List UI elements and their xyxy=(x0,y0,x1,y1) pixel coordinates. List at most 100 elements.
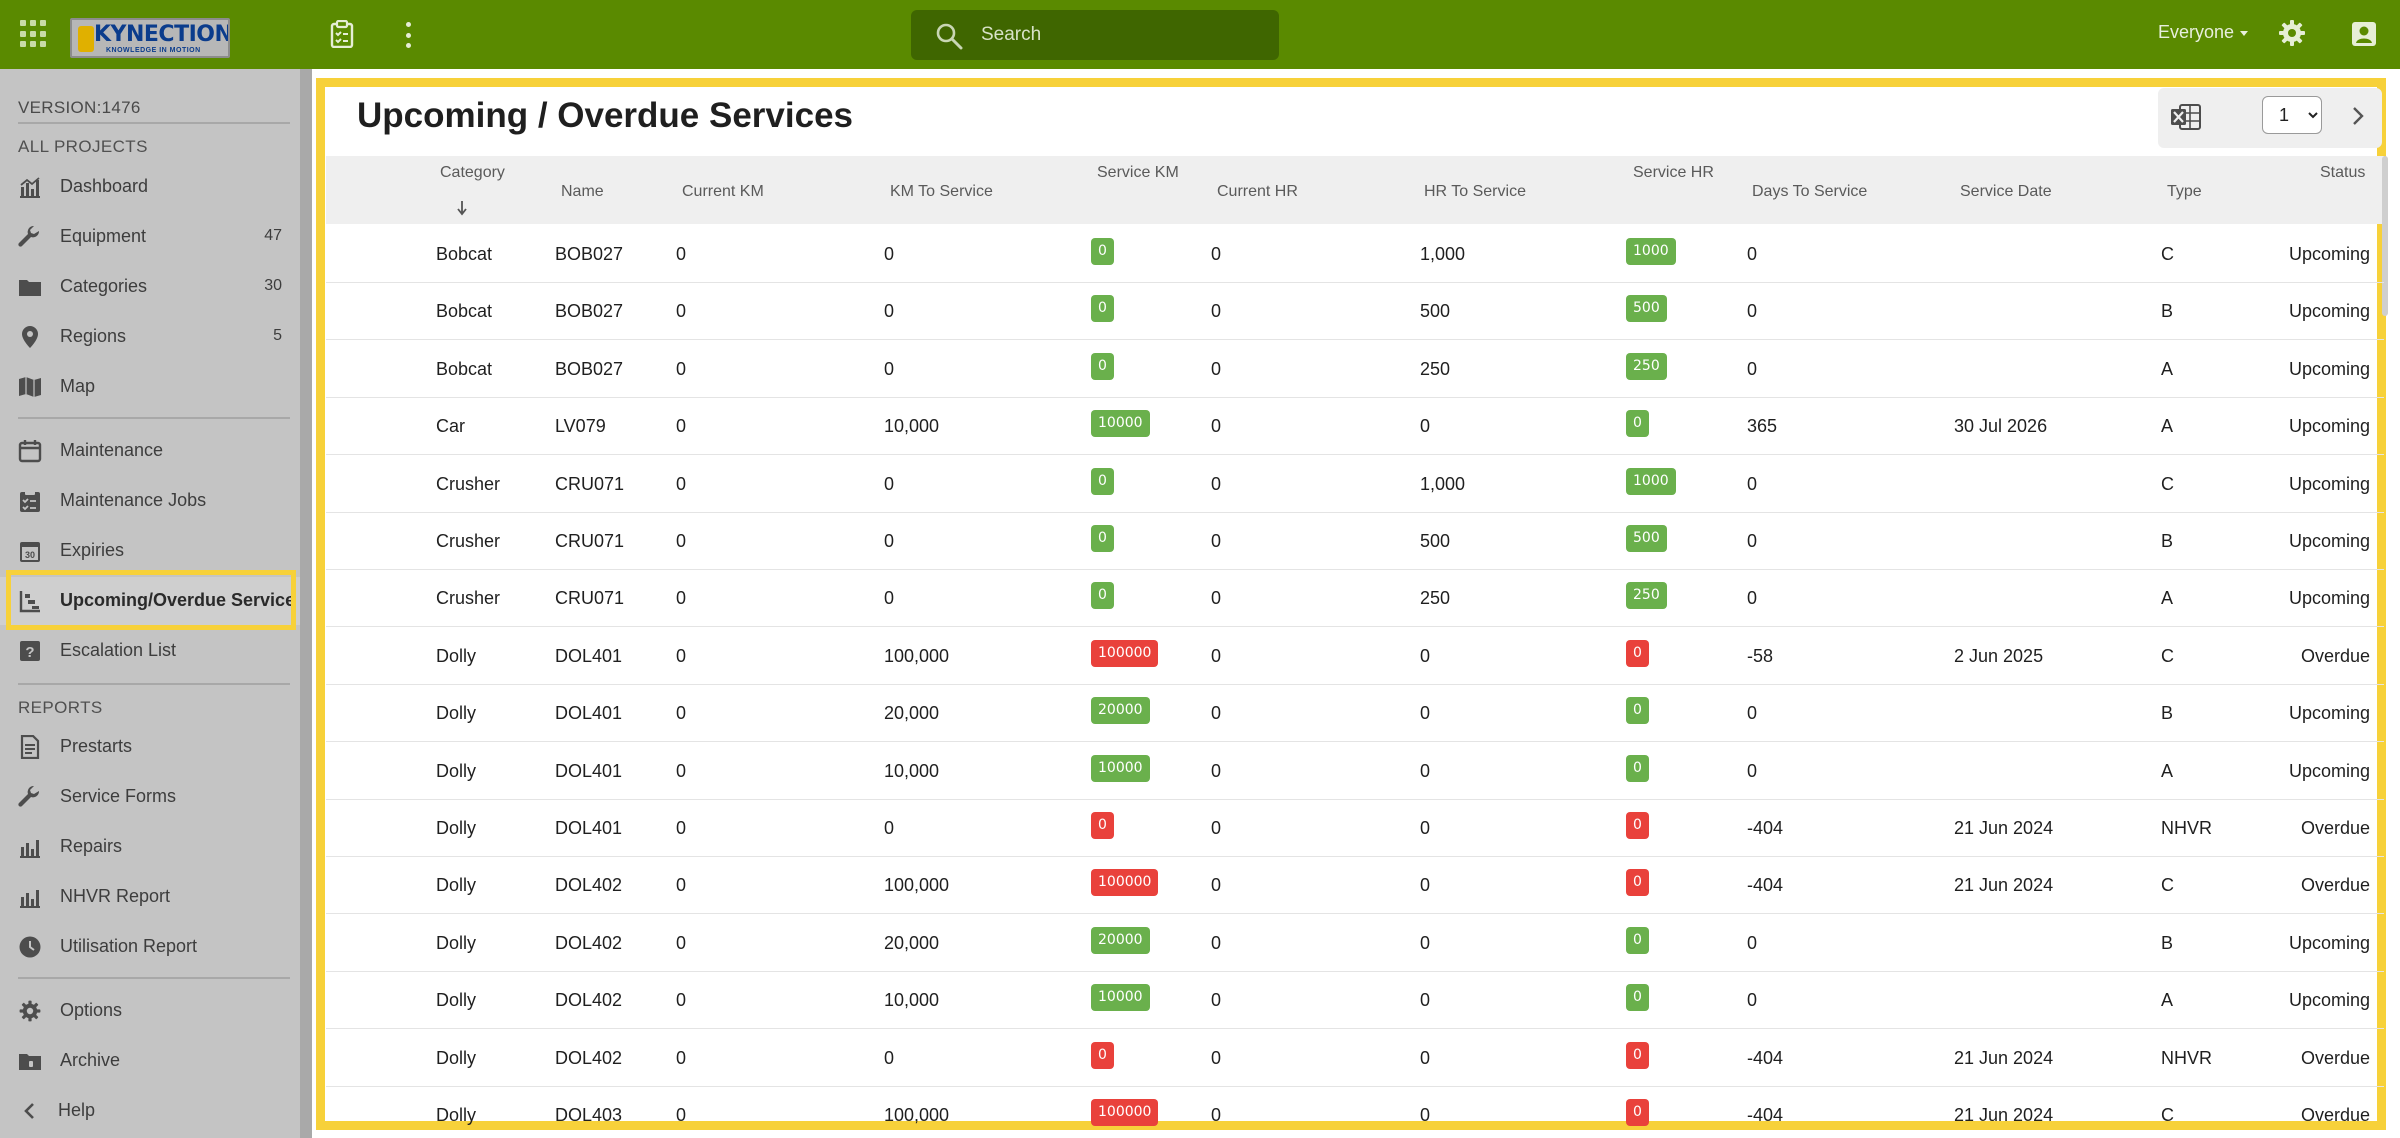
cell-days-to-service: -404 xyxy=(1747,818,1784,838)
bar-chart-icon xyxy=(20,840,40,858)
table-row[interactable]: Bobcat BOB027 0 0 0 1,000 0 C 0 1000 Upcoming xyxy=(326,226,2384,283)
cell-status: Upcoming xyxy=(2288,990,2370,1011)
column-header-type[interactable]: Type xyxy=(2167,183,2202,200)
sidebar-item-repairs[interactable]: Repairs xyxy=(0,823,300,871)
column-header-service-date[interactable]: Service Date xyxy=(1960,183,2052,200)
table-row[interactable]: Dolly DOL402 0 20,000 0 0 0 B 20000 0 Upcoming xyxy=(326,915,2384,972)
cell-hr-to-service: 0 xyxy=(1420,760,1431,781)
cell-category: Crusher xyxy=(436,531,501,551)
table-row[interactable]: Crusher CRU071 0 0 0 500 0 B 0 500 Upcoming xyxy=(326,513,2384,570)
next-page-chevron-icon[interactable] xyxy=(2348,104,2368,128)
table-row[interactable]: Dolly DOL402 0 100,000 0 0 -404 21 Jun 2024 C 100… xyxy=(326,857,2384,915)
cell-days-to-service: 0 xyxy=(1747,358,1758,379)
sidebar-item-maintenance-jobs[interactable]: Maintenance Jobs xyxy=(0,477,300,525)
sidebar-item-options[interactable]: Options xyxy=(0,987,300,1035)
column-header-service-km[interactable]: Service KM xyxy=(1097,164,1179,181)
clipboard-check-icon xyxy=(20,490,40,512)
sidebar-item-prestarts[interactable]: Prestarts xyxy=(0,723,300,771)
timeline-icon xyxy=(19,591,40,613)
column-header-status[interactable]: Status xyxy=(2320,164,2366,181)
table-row[interactable]: Crusher CRU071 0 0 0 1,000 0 C 0 1000 Upcoming xyxy=(326,456,2384,513)
page-select[interactable]: 1 xyxy=(2262,96,2322,134)
column-header-days-to-service[interactable]: Days To Service xyxy=(1752,183,1868,200)
clock-icon xyxy=(19,936,41,958)
service-km-badge: 0 xyxy=(1091,467,1114,495)
service-hr-badge: 0 xyxy=(1626,639,1649,667)
cell-category: Dolly xyxy=(436,990,477,1011)
sidebar-item-categories[interactable]: Categories 30 xyxy=(0,263,300,311)
table-row[interactable]: Bobcat BOB027 0 0 0 250 0 A 0 250 Upcoming xyxy=(326,341,2384,398)
sidebar-item-nhvr-report[interactable]: NHVR Report xyxy=(0,873,300,921)
column-header-service-hr[interactable]: Service HR xyxy=(1633,164,1714,181)
cell-hr-to-service: 500 xyxy=(1420,301,1451,322)
clipboard-icon[interactable] xyxy=(330,20,354,48)
sidebar-item-expiries[interactable]: 30 Expiries xyxy=(0,527,300,575)
sidebar-scrollbar[interactable] xyxy=(300,69,312,1138)
cell-current-hr: 0 xyxy=(1211,416,1222,437)
cell-hr-to-service: 0 xyxy=(1420,645,1431,666)
sidebar-item-help[interactable]: Help xyxy=(0,1087,300,1135)
table-row[interactable]: Dolly DOL401 0 0 0 0 -404 21 Jun 2024 NHVR 0 0 Over… xyxy=(326,800,2384,857)
column-header-name[interactable]: Name xyxy=(561,183,604,200)
sidebar-item-label: Expiries xyxy=(60,540,125,560)
sidebar-item-label: Maintenance Jobs xyxy=(60,490,207,510)
wrench-icon xyxy=(18,225,40,247)
user-scope-dropdown[interactable]: Everyone xyxy=(2158,22,2249,43)
service-hr-badge: 1000 xyxy=(1626,238,1676,265)
table-row[interactable]: Dolly DOL401 0 10,000 0 0 0 A 10000 0 Upcoming xyxy=(326,743,2384,800)
table-row[interactable]: Crusher CRU071 0 0 0 250 0 A 0 250 Upcoming xyxy=(326,570,2384,628)
sort-arrow-down-icon[interactable] xyxy=(456,200,468,216)
apps-grid-icon[interactable] xyxy=(20,20,48,48)
sidebar-item-regions[interactable]: Regions 5 xyxy=(0,313,300,361)
cell-days-to-service: 0 xyxy=(1747,588,1758,609)
column-header-km-to-service[interactable]: KM To Service xyxy=(890,183,993,200)
table-scrollbar[interactable] xyxy=(2382,156,2388,316)
sidebar-item-escalation-list[interactable]: ? Escalation List xyxy=(0,627,300,675)
sidebar-item-upcoming-overdue-service[interactable]: Upcoming/Overdue Service xyxy=(0,577,300,625)
column-header-category[interactable]: Category xyxy=(440,164,505,181)
service-km-badge: 10000 xyxy=(1091,984,1150,1012)
service-km-badge: 100000 xyxy=(1091,639,1159,667)
column-header-hr-to-service[interactable]: HR To Service xyxy=(1424,183,1526,200)
search-bar[interactable] xyxy=(911,10,1279,60)
sidebar-item-archive[interactable]: Archive xyxy=(0,1037,300,1085)
table-row[interactable]: Dolly DOL401 0 100,000 0 0 -58 2 Jun 2025 C 10000… xyxy=(326,628,2384,685)
sidebar-item-label: Dashboard xyxy=(60,176,149,196)
table-row[interactable]: Dolly DOL402 0 10,000 0 0 0 A 10000 0 Upcoming xyxy=(326,972,2384,1030)
account-icon[interactable] xyxy=(2350,20,2378,48)
table-row[interactable]: Dolly DOL403 0 100,000 0 0 -404 21 Jun 2024 C 100… xyxy=(326,1087,2384,1138)
table-row[interactable]: Car LV079 0 10,000 0 0 365 30 Jul 2026 A 10000 0 Up… xyxy=(326,398,2384,456)
logo-tagline: KNOWLEDGE IN MOTION xyxy=(106,47,201,54)
table-row[interactable]: Dolly DOL402 0 0 0 0 -404 21 Jun 2024 NHVR 0 0 Over… xyxy=(326,1030,2384,1087)
sidebar-item-label: Options xyxy=(60,1000,123,1020)
table-row[interactable]: Bobcat BOB027 0 0 0 500 0 B 0 500 Upcoming xyxy=(326,283,2384,341)
cell-days-to-service: -404 xyxy=(1747,875,1784,896)
sidebar-item-utilisation-report[interactable]: Utilisation Report xyxy=(0,923,300,971)
excel-export-icon[interactable] xyxy=(2170,102,2202,132)
sidebar-item-label: Escalation List xyxy=(60,640,177,660)
kynection-logo[interactable]: KYNECTION KNOWLEDGE IN MOTION xyxy=(70,18,230,58)
sidebar-item-equipment[interactable]: Equipment 47 xyxy=(0,213,300,261)
cell-category: Crusher xyxy=(436,588,501,609)
column-header-current-hr[interactable]: Current HR xyxy=(1217,183,1298,200)
column-header-current-km[interactable]: Current KM xyxy=(682,183,764,200)
service-km-badge: 0 xyxy=(1091,1041,1114,1069)
cell-current-hr: 0 xyxy=(1211,1105,1222,1125)
service-hr-badge: 0 xyxy=(1626,926,1649,954)
caret-down-icon xyxy=(2240,30,2249,36)
more-menu-icon[interactable] xyxy=(404,22,412,48)
cell-days-to-service: 0 xyxy=(1747,531,1758,551)
map-pin-icon xyxy=(22,326,38,348)
sidebar-item-map[interactable]: Map xyxy=(0,363,300,411)
search-input[interactable] xyxy=(981,18,1261,52)
cell-km-to-service: 10,000 xyxy=(884,416,940,437)
gear-icon[interactable] xyxy=(2277,18,2307,48)
service-km-badge: 100000 xyxy=(1091,869,1159,897)
sidebar-item-dashboard[interactable]: Dashboard xyxy=(0,163,300,211)
cell-category: Dolly xyxy=(436,760,477,781)
top-bar: KYNECTION KNOWLEDGE IN MOTION Everyone xyxy=(0,0,2400,69)
cell-km-to-service: 0 xyxy=(884,473,895,494)
sidebar-item-service-forms[interactable]: Service Forms xyxy=(0,773,300,821)
sidebar-item-maintenance[interactable]: Maintenance xyxy=(0,427,300,475)
table-row[interactable]: Dolly DOL401 0 20,000 0 0 0 B 20000 0 Upcoming xyxy=(326,685,2384,743)
